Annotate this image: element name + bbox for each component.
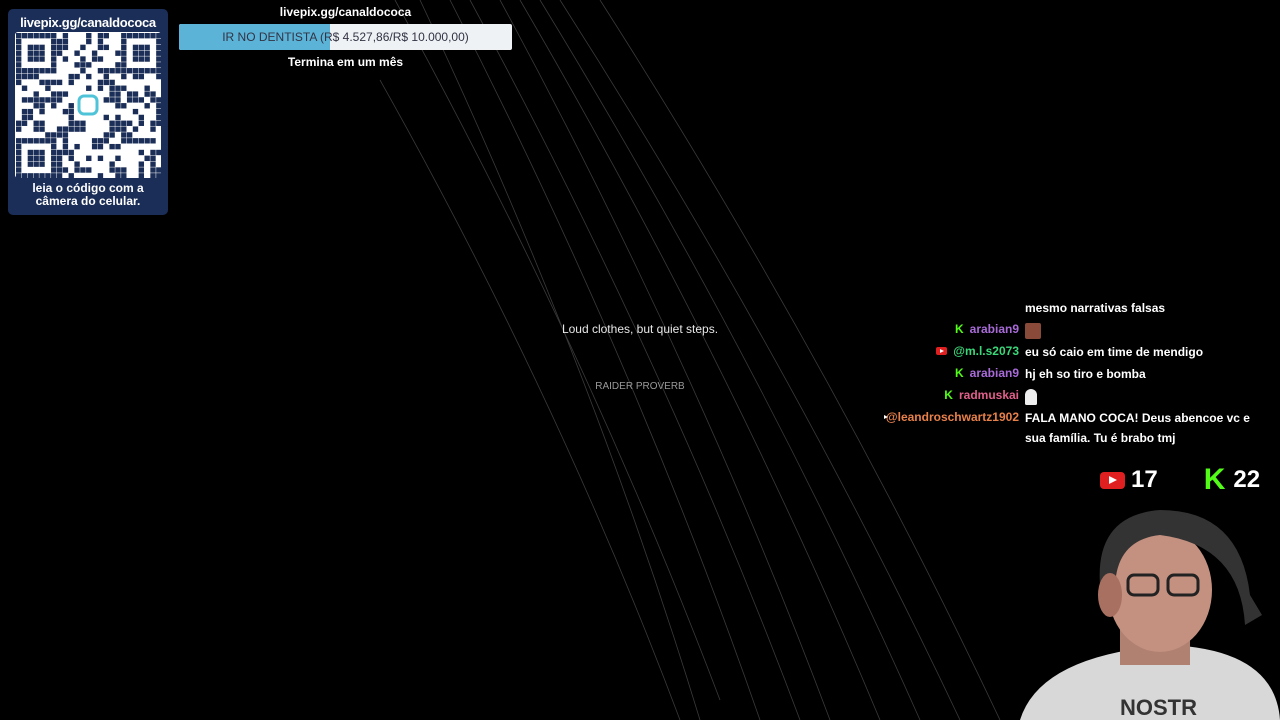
chat-message: mesmo narrativas falsas xyxy=(880,298,1280,320)
chat-text: eu só caio em time de mendigo xyxy=(1025,342,1255,362)
qr-caption-line2: câmera do celular. xyxy=(35,194,141,208)
chat-username[interactable]: @m.l.s2073 xyxy=(953,344,1019,358)
background-line xyxy=(599,0,1001,720)
chat-message: @m.l.s2073 eu só caio em time de mendigo xyxy=(880,342,1280,364)
chat-message-text: mesmo narrativas falsas xyxy=(1025,301,1166,315)
chat-author: @leandroschwartz1902 xyxy=(880,408,1025,426)
chat-text: mesmo narrativas falsas xyxy=(1025,298,1255,318)
chat-text xyxy=(1025,320,1255,340)
face-emote-icon xyxy=(1025,322,1041,339)
loading-quote: Loud clothes, but quiet steps. xyxy=(561,322,719,336)
chat-username[interactable]: arabian9 xyxy=(969,366,1019,380)
quote-source: RAIDER PROVERB xyxy=(595,381,685,392)
viewer-counts: 17 K 22 xyxy=(1100,463,1260,497)
background-line xyxy=(469,0,801,720)
kick-icon: K xyxy=(954,322,964,336)
chat-message-text: FALA MANO COCA! Deus abencoe vc e sua fa… xyxy=(1025,411,1250,445)
chat-username[interactable]: @leandroschwartz1902 xyxy=(885,410,1019,424)
youtube-viewer-count: 17 xyxy=(1131,466,1158,493)
qr-caption-line1: leia o código com a xyxy=(32,181,144,195)
qr-code xyxy=(15,32,162,179)
background-line xyxy=(559,0,961,720)
background-line xyxy=(449,0,761,720)
chat-message-text: eu só caio em time de mendigo xyxy=(1025,345,1204,359)
kick-icon: K xyxy=(1203,463,1226,496)
background-line xyxy=(539,0,921,720)
chat-message: @leandroschwartz1902 FALA MANO COCA! Deus… xyxy=(880,408,1280,448)
chat-author: @m.l.s2073 xyxy=(880,342,1025,360)
chat-text xyxy=(1025,386,1255,406)
background-line xyxy=(394,0,721,701)
youtube-icon xyxy=(936,347,948,355)
ghost-emote-icon xyxy=(1025,388,1037,405)
background-line xyxy=(519,0,881,720)
background-line xyxy=(379,79,681,720)
background-line xyxy=(419,0,701,720)
background-line xyxy=(499,0,831,720)
goal-progress-fill xyxy=(179,24,330,50)
goal-end-text: Termina em um mês xyxy=(287,55,404,69)
qr-url: livepix.gg/canaldococa xyxy=(20,15,156,30)
kick-viewer-count: 22 xyxy=(1233,466,1261,493)
chat-text: FALA MANO COCA! Deus abencoe vc e sua fa… xyxy=(1025,408,1255,448)
kick-icon: K xyxy=(954,366,964,380)
chat-text: hj eh so tiro e bomba xyxy=(1025,364,1255,384)
kick-icon: K xyxy=(944,388,953,402)
goal-progress-bar: IR NO DENTISTA (R$ 4.527,86/R$ 10.000,00… xyxy=(179,24,512,50)
webcam-feed: NOSTR xyxy=(1000,495,1280,720)
shirt-print: NOSTR xyxy=(1120,695,1197,720)
livepix-logo-icon xyxy=(77,94,99,116)
qr-caption: leia o código com a câmera do celular. xyxy=(8,182,168,208)
goal-label: IR NO DENTISTA (R$ 4.527,86/R$ 10.000,00… xyxy=(222,30,469,44)
goal-url: livepix.gg/canaldococa xyxy=(279,5,412,19)
chat-author xyxy=(880,298,1025,316)
chat-username[interactable]: arabian9 xyxy=(969,322,1019,336)
qr-panel: livepix.gg/canaldococa leia o código com… xyxy=(8,9,168,215)
youtube-icon xyxy=(1100,471,1125,489)
chat-message-text: hj eh so tiro e bomba xyxy=(1025,367,1146,381)
chat-username[interactable]: radmuskai xyxy=(958,388,1019,402)
